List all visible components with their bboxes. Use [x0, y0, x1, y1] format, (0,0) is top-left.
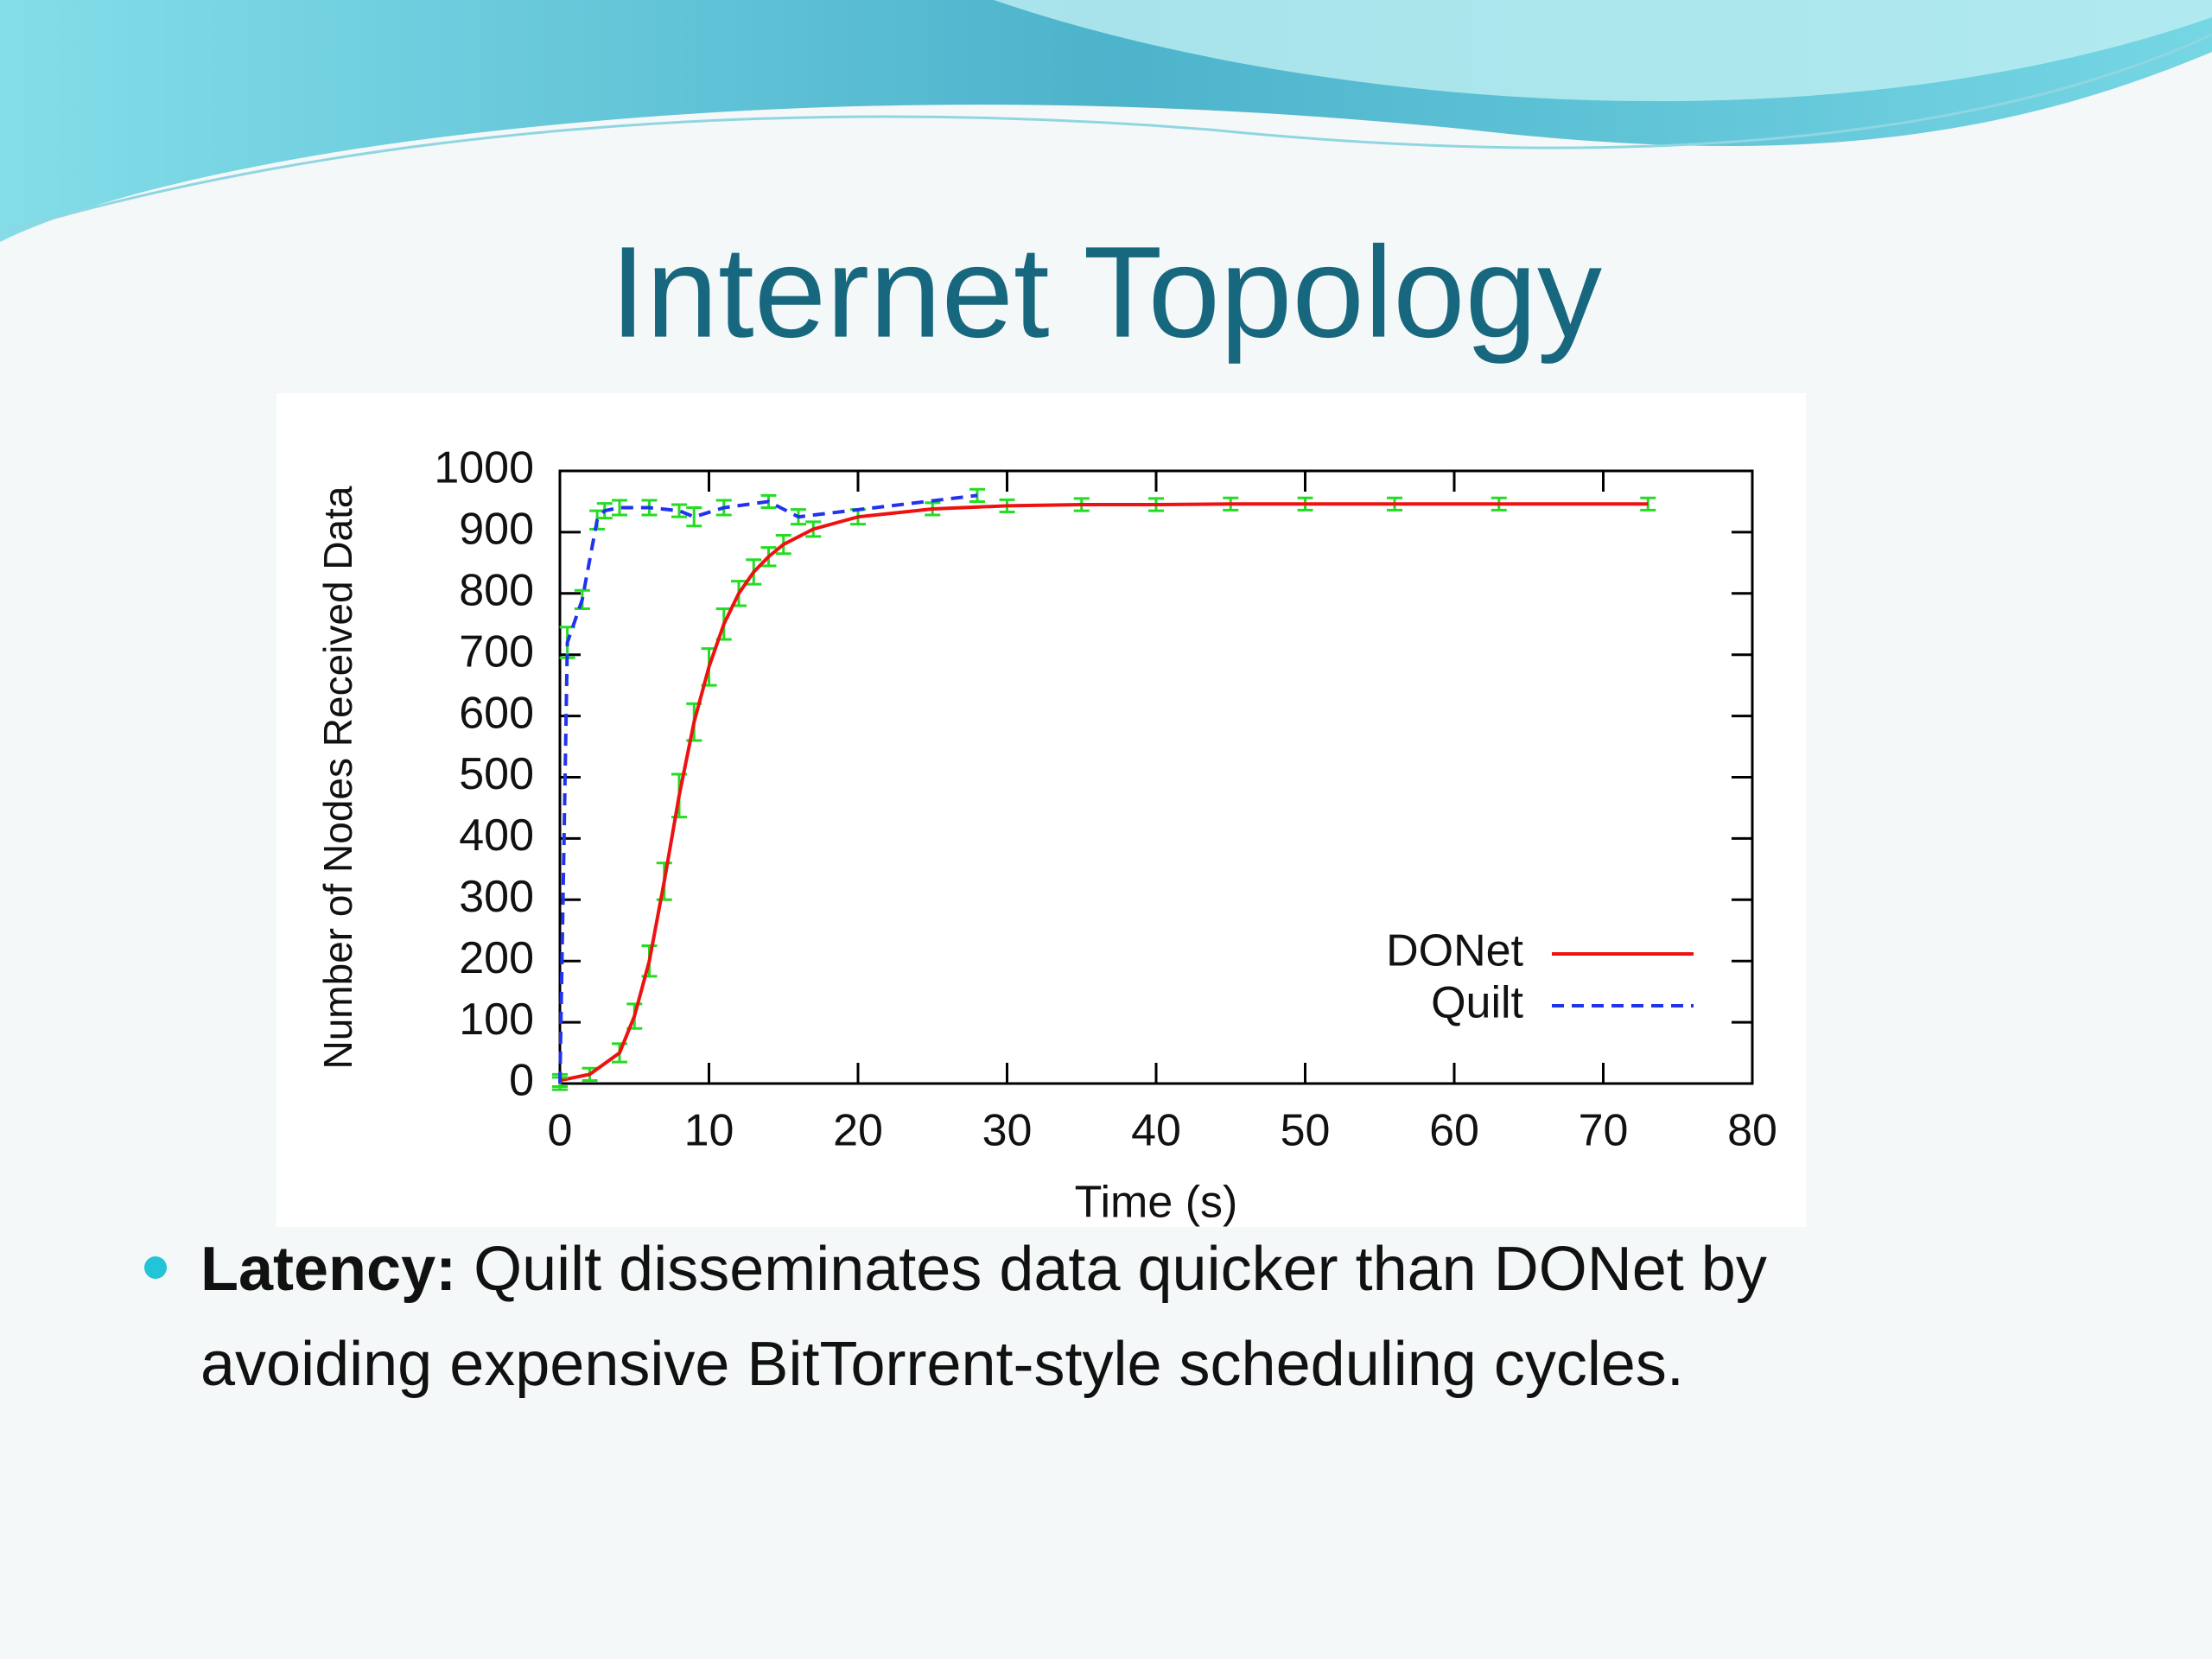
- x-axis-label: Time (s): [1075, 1178, 1238, 1228]
- error-bar: [686, 506, 702, 528]
- x-tick-label: 20: [833, 1106, 883, 1156]
- series-line: [558, 493, 978, 1084]
- x-tick-label: 60: [1429, 1106, 1479, 1156]
- y-tick-label: 200: [459, 933, 534, 983]
- slide-title: Internet Topology: [610, 219, 1602, 365]
- x-tick-label: 70: [1579, 1106, 1629, 1156]
- bullet-dot: [144, 1256, 167, 1279]
- legend-label: DONet: [1386, 926, 1523, 976]
- x-tick-label: 50: [1281, 1106, 1331, 1156]
- series-line: [559, 502, 1649, 1083]
- x-tick-label: 80: [1727, 1106, 1777, 1156]
- header-wave-light: [994, 0, 2212, 102]
- x-tick-label: 10: [684, 1106, 734, 1156]
- y-tick-label: 700: [459, 626, 534, 677]
- y-tick-label: 900: [459, 505, 534, 555]
- legend-label: Quilt: [1431, 978, 1523, 1028]
- plot-frame: [558, 469, 1754, 1085]
- x-tick-label: 0: [548, 1106, 573, 1156]
- error-bar: [671, 503, 687, 518]
- x-tick-label: 30: [982, 1106, 1033, 1156]
- bullet-line: Latency: Quilt disseminates data quicker…: [200, 1235, 1767, 1304]
- bullet-text: Quilt disseminates data quicker than DON…: [474, 1235, 1767, 1304]
- chart-background: [276, 393, 1806, 1227]
- y-axis-label: Number of Nodes Received Data: [315, 486, 360, 1069]
- error-bar: [612, 499, 627, 517]
- y-tick-label: 400: [459, 810, 534, 861]
- bullet-label: Latency:: [200, 1235, 456, 1304]
- bullet-text: avoiding expensive BitTorrent-style sche…: [200, 1330, 1684, 1399]
- wave-line: [0, 33, 2212, 235]
- y-tick-label: 1000: [434, 443, 534, 493]
- x-tick-label: 40: [1131, 1106, 1181, 1156]
- y-tick-label: 300: [459, 872, 534, 922]
- y-tick-label: 500: [459, 749, 534, 799]
- y-tick-label: 100: [459, 995, 534, 1045]
- y-tick-label: 600: [459, 688, 534, 738]
- y-tick-label: 800: [459, 566, 534, 616]
- y-tick-label: 0: [509, 1056, 534, 1106]
